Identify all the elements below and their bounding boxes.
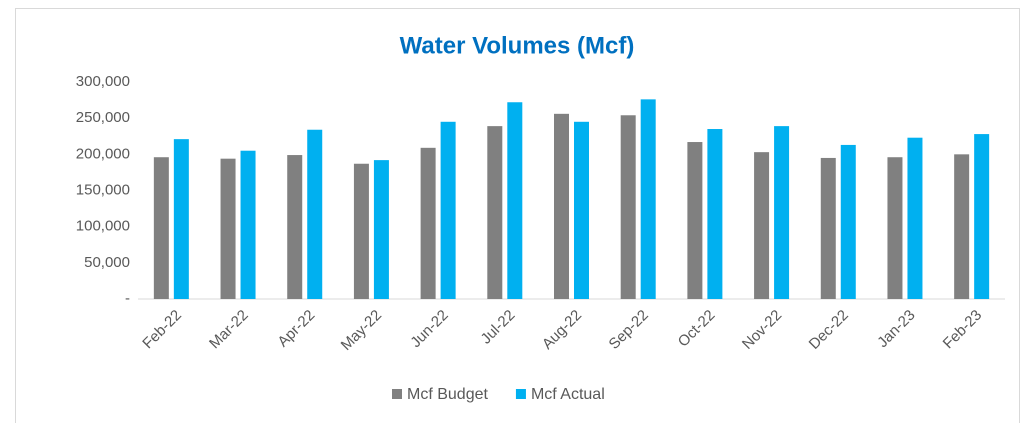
- bar: [707, 129, 723, 299]
- y-tick-label: 250,000: [76, 109, 130, 126]
- bar: [240, 150, 256, 299]
- bar: [373, 160, 389, 299]
- legend-label: Mcf Actual: [531, 386, 605, 403]
- bar: [774, 126, 790, 299]
- bar: [153, 157, 169, 299]
- y-tick-label: 50,000: [84, 254, 130, 271]
- y-tick-label: 200,000: [76, 145, 130, 162]
- bar: [907, 137, 923, 299]
- bar: [820, 157, 836, 299]
- legend-label: Mcf Budget: [407, 386, 488, 403]
- legend-swatch: [392, 389, 402, 399]
- chart-title: Water Volumes (Mcf): [400, 32, 635, 59]
- legend-swatch: [515, 389, 526, 399]
- bar: [420, 147, 436, 299]
- bar: [640, 99, 656, 299]
- bar: [974, 134, 990, 299]
- bar: [954, 154, 970, 299]
- bar: [840, 144, 856, 299]
- y-tick-label: 100,000: [76, 218, 130, 235]
- bar: [287, 155, 303, 299]
- bar: [754, 152, 770, 299]
- y-tick-label: 300,000: [76, 73, 130, 90]
- y-tick-label: -: [125, 290, 130, 307]
- bar: [574, 121, 589, 300]
- bar: [507, 102, 523, 300]
- bar: [554, 113, 569, 300]
- bar: [687, 142, 703, 299]
- y-tick-label: 150,000: [76, 181, 130, 198]
- bar: [887, 157, 903, 299]
- bar: [353, 163, 369, 299]
- bar: [620, 115, 636, 299]
- bar: [440, 121, 456, 300]
- bar: [173, 139, 189, 299]
- bar: [220, 158, 236, 299]
- bar: [307, 129, 323, 299]
- bar: [487, 126, 503, 299]
